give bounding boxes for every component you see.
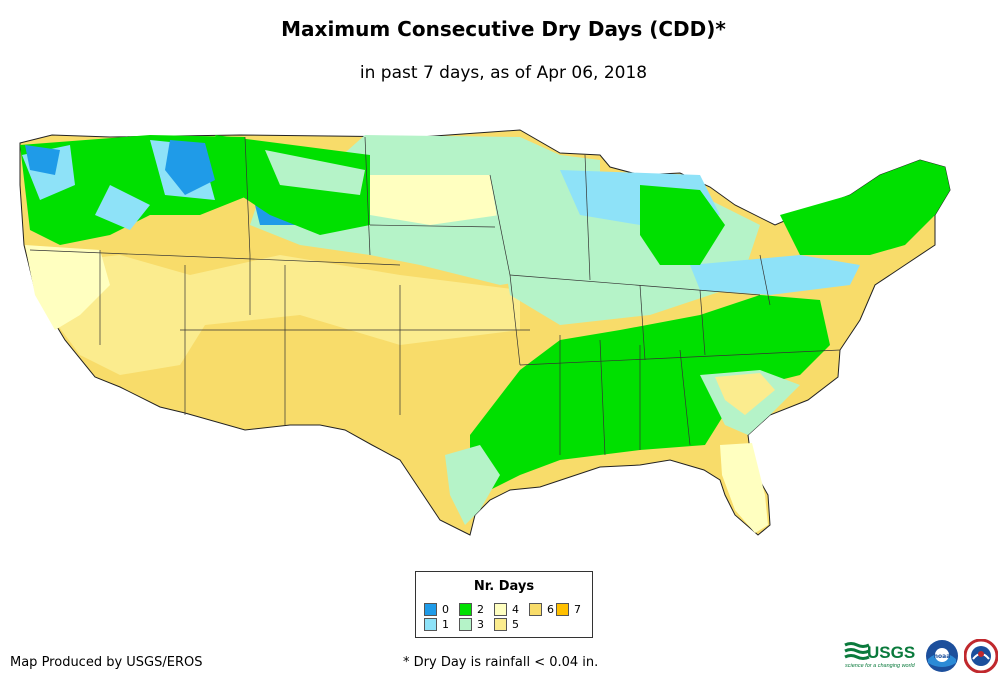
region-0-idaho xyxy=(25,140,300,225)
legend-item-3: 3 xyxy=(459,618,484,631)
legend-item-7: 7 xyxy=(556,603,581,616)
nws-logo xyxy=(964,639,998,673)
legend-item-2: 2 xyxy=(459,603,484,616)
us-cdd-map xyxy=(19,129,951,536)
legend-swatch-1 xyxy=(424,618,437,631)
region-3-texas-coast xyxy=(445,445,500,525)
legend-label-1: 1 xyxy=(442,618,449,631)
legend-swatch-2 xyxy=(459,603,472,616)
usgs-logo-tagline: science for a changing world xyxy=(845,663,916,669)
region-3-montana xyxy=(265,150,365,195)
usgs-logo-text: USGS xyxy=(867,643,915,662)
region-4-california xyxy=(25,245,110,330)
usgs-logo: USGS science for a changing world xyxy=(844,642,916,669)
legend-label-5: 5 xyxy=(512,618,519,631)
noaa-logo: noaa xyxy=(926,640,958,672)
map-credit: Map Produced by USGS/EROS xyxy=(10,655,203,670)
legend-label-4: 4 xyxy=(512,603,519,616)
map-subtitle: in past 7 days, as of Apr 06, 2018 xyxy=(359,63,648,83)
map-title: Maximum Consecutive Dry Days (CDD)* xyxy=(281,17,726,41)
legend-label-6: 6 xyxy=(547,603,554,616)
legend-item-0: 0 xyxy=(424,603,449,616)
legend-item-1: 1 xyxy=(424,618,449,631)
region-4-dakotas xyxy=(365,175,500,225)
legend-swatch-3 xyxy=(459,618,472,631)
legend-swatch-5 xyxy=(494,618,507,631)
region-5-southwest xyxy=(30,255,520,375)
legend-swatch-0 xyxy=(424,603,437,616)
legend-label-3: 3 xyxy=(477,618,484,631)
legend-label-0: 0 xyxy=(442,603,449,616)
region-2-northeast xyxy=(780,160,950,255)
state-borders xyxy=(29,136,841,456)
legend-swatch-4 xyxy=(494,603,507,616)
dry-day-note: * Dry Day is rainfall < 0.04 in. xyxy=(403,655,599,670)
legend-swatch-6 xyxy=(529,603,542,616)
region-2-michigan xyxy=(640,185,725,265)
legend-item-5: 5 xyxy=(494,618,519,631)
region-4-florida xyxy=(720,443,768,533)
legend-swatch-7 xyxy=(556,603,569,616)
noaa-logo-text: noaa xyxy=(934,653,951,660)
legend-title: Nr. Days xyxy=(473,579,535,594)
legend-label-7: 7 xyxy=(574,603,581,616)
legend-label-2: 2 xyxy=(477,603,484,616)
region-5-carolina xyxy=(715,373,775,415)
legend-item-6: 6 xyxy=(529,603,554,616)
legend: Nr. Days 0 1 2 3 4 5 6 7 xyxy=(415,571,593,638)
legend-item-4: 4 xyxy=(494,603,519,616)
region-1-upper-midwest xyxy=(560,170,860,295)
